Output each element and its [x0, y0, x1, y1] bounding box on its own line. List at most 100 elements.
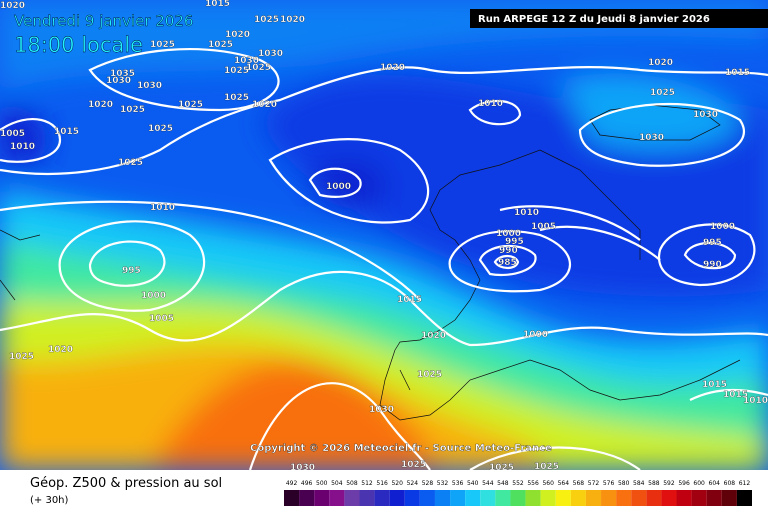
isobar-label: 1025	[178, 100, 203, 110]
legend-swatch	[631, 490, 647, 506]
legend-swatch	[465, 490, 481, 506]
isobar-label: 1025	[208, 40, 233, 50]
run-info: Run ARPEGE 12 Z du Jeudi 8 janvier 2026	[478, 14, 710, 25]
isobar-label: 1020	[252, 100, 277, 110]
legend-label: 612	[739, 480, 751, 487]
isobar-label: 1000	[326, 182, 351, 192]
color-legend: 492 496 500 504 508 512 516 520 524 528 532 536 540 5…	[284, 480, 752, 506]
isobar-label: 1030	[137, 81, 162, 91]
legend-swatch	[480, 490, 496, 506]
isobar-label: 1025	[9, 352, 34, 362]
legend-label: 524	[407, 480, 419, 487]
isobar-label: 1015	[725, 68, 750, 78]
isobar-label: 1030	[258, 49, 283, 59]
legend-label: 548	[497, 480, 509, 487]
legend-label: 588	[648, 480, 660, 487]
legend-swatch	[510, 490, 526, 506]
run-box	[470, 9, 768, 28]
isobar-label: 1010	[514, 208, 539, 218]
isobar-label: 1025	[246, 63, 271, 73]
legend-label: 600	[693, 480, 705, 487]
legend-swatch	[616, 490, 632, 506]
legend-swatch	[525, 490, 541, 506]
legend-swatch	[314, 490, 330, 506]
legend-swatch	[374, 490, 390, 506]
isobar-label: 995	[122, 266, 141, 276]
legend-swatch	[570, 490, 586, 506]
isobar-label: 1030	[290, 463, 315, 473]
footer-subtitle: (+ 30h)	[30, 495, 69, 506]
legend-label: 528	[422, 480, 434, 487]
legend-swatch	[676, 490, 692, 506]
legend-label: 568	[573, 480, 585, 487]
legend-label: 516	[376, 480, 388, 487]
legend-swatch	[585, 490, 602, 506]
legend-label: 552	[512, 480, 524, 487]
legend-label: 536	[452, 480, 464, 487]
legend-label: 580	[618, 480, 630, 487]
legend-label: 496	[301, 480, 313, 487]
forecast-time: 18:00 locale	[14, 33, 143, 57]
isobar-label: 1015	[54, 127, 79, 137]
isobar-label: 1015	[205, 0, 230, 9]
legend-swatch	[661, 490, 677, 506]
legend-label: 520	[391, 480, 403, 487]
isobar-label: 1005	[149, 314, 174, 324]
isobar-label: 1030	[639, 133, 664, 143]
legend-swatch	[691, 490, 707, 506]
isobar-label: 990	[703, 260, 722, 270]
copyright: Copyright © 2026 Meteociel.fr - Source M…	[250, 443, 552, 454]
isobar-label: 1035	[110, 69, 135, 79]
isobar-label: 1015	[723, 390, 748, 400]
legend-label: 564	[558, 480, 570, 487]
isobar-label: 1025	[148, 124, 173, 134]
legend-swatch	[601, 490, 617, 506]
isobar-label: 1015	[397, 295, 422, 305]
isobar-label: 1020	[0, 1, 25, 11]
isobar-label: 1020	[380, 63, 405, 73]
isobar-label: 1000	[523, 330, 548, 340]
legend-label: 512	[361, 480, 373, 487]
isobar-label: 1020	[280, 15, 305, 25]
legend-swatch	[555, 490, 571, 506]
legend-swatch	[359, 490, 375, 506]
isobar-label: 1025	[254, 15, 279, 25]
legend-swatch	[736, 490, 752, 506]
legend-label: 500	[316, 480, 328, 487]
isobar-label: 1025	[417, 370, 442, 380]
legend-label: 492	[286, 480, 298, 487]
isobar-label: 1005	[531, 222, 556, 232]
legend-label: 584	[633, 480, 645, 487]
legend-label: 576	[603, 480, 615, 487]
isobar-label: 1030	[106, 76, 131, 86]
isobar-label: 995	[505, 237, 524, 247]
footer-title: Géop. Z500 & pression au sol	[30, 476, 222, 491]
isobar-label: 1030	[234, 56, 259, 66]
isobar-label: 1010	[150, 203, 175, 213]
legend-label: 560	[542, 480, 554, 487]
isobar-label: 1025	[401, 460, 426, 470]
legend-label: 604	[709, 480, 721, 487]
isobar-label: 1020	[48, 345, 73, 355]
isobar-label: 1000	[710, 222, 735, 232]
legend-label: 572	[588, 480, 600, 487]
legend-swatch	[344, 490, 360, 506]
isobar-label: 995	[703, 238, 722, 248]
isobar-label: 985	[498, 258, 517, 268]
isobar-label: 1020	[648, 58, 673, 68]
legend-swatch	[540, 490, 556, 506]
legend-swatch	[389, 490, 405, 506]
legend-label: 532	[437, 480, 449, 487]
forecast-date: Vendredi 9 janvier 2026	[14, 12, 193, 30]
isobar-label: 1025	[650, 88, 675, 98]
legend-swatch	[721, 490, 737, 506]
isobar-label: 1020	[225, 30, 250, 40]
isobar-label: 1000	[496, 229, 521, 239]
legend-swatch	[646, 490, 662, 506]
isobar-label: 1015	[702, 380, 727, 390]
legend-swatch	[329, 490, 345, 506]
legend-label: 508	[346, 480, 358, 487]
isobar-label: 1030	[693, 110, 718, 120]
